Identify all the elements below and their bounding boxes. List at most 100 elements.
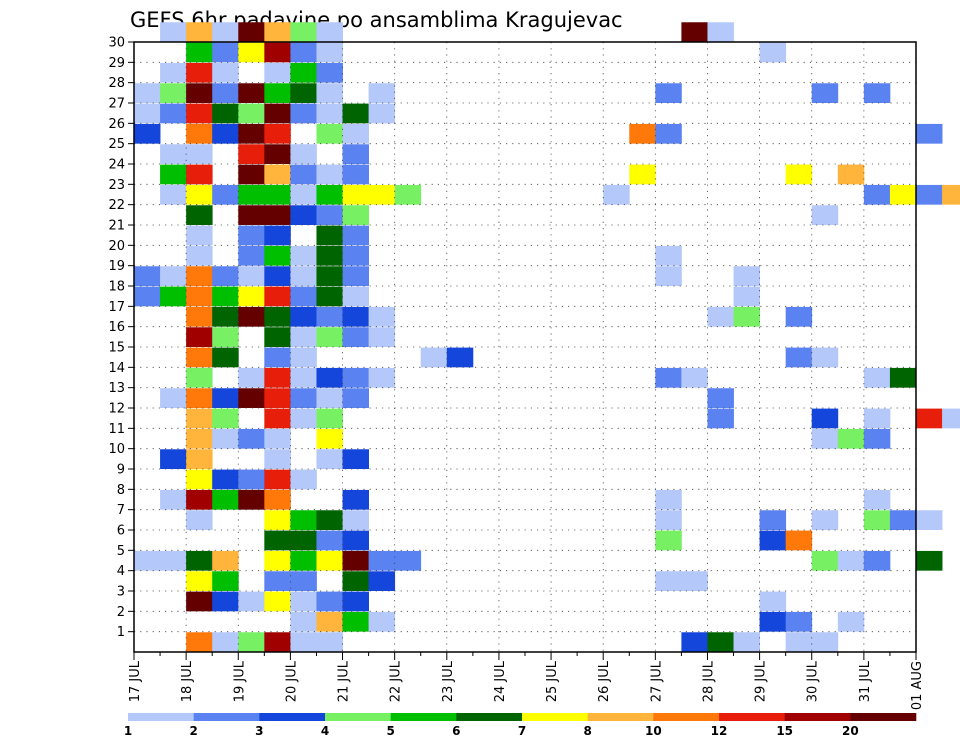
heatmap-cell — [160, 103, 187, 124]
heatmap-cell — [916, 184, 943, 205]
heatmap-cell — [681, 632, 708, 652]
heatmap-cell — [785, 632, 813, 652]
legend-swatch — [850, 713, 917, 721]
heatmap-cell — [264, 632, 291, 652]
y-tick-label: 30 — [108, 36, 125, 51]
heatmap-cell — [420, 347, 448, 368]
x-tick-label: 25 JUL — [545, 660, 560, 702]
heatmap-cell — [707, 388, 734, 408]
heatmap-cell — [342, 530, 369, 551]
legend-label: 5 — [386, 724, 394, 738]
heatmap-cell — [342, 510, 369, 530]
y-tick-label: 25 — [108, 137, 125, 152]
heatmap-cell — [811, 347, 839, 368]
heatmap-cell — [837, 550, 865, 571]
heatmap-cell — [212, 184, 239, 205]
heatmap-cell — [759, 591, 787, 612]
heatmap-cell — [863, 184, 891, 205]
x-tick-label: 17 JUL — [128, 660, 143, 702]
heatmap-cell — [186, 205, 213, 225]
heatmap-cell — [160, 164, 187, 185]
heatmap-cell — [446, 347, 474, 368]
heatmap-cell — [316, 428, 343, 449]
heatmap-cell — [655, 245, 682, 266]
heatmap-cell — [186, 164, 213, 185]
heatmap-cell — [290, 367, 317, 388]
heatmap-cell — [186, 489, 213, 510]
heatmap-cell — [290, 611, 317, 632]
heatmap-cell — [212, 83, 239, 103]
heatmap-cell — [264, 245, 291, 266]
heatmap-cell — [238, 286, 265, 307]
x-tick-label: 30 JUL — [806, 660, 821, 702]
heatmap-cell — [186, 286, 213, 307]
y-tick-label: 14 — [108, 361, 125, 376]
y-tick-label: 5 — [117, 544, 125, 559]
heatmap-cell — [733, 632, 760, 652]
y-tick-label: 18 — [108, 280, 125, 295]
heatmap-cell — [863, 428, 891, 449]
heatmap-cell — [342, 489, 369, 510]
heatmap-cell — [212, 103, 239, 124]
heatmap-cell — [316, 388, 343, 408]
heatmap-cell — [837, 611, 865, 632]
heatmap-cell — [290, 42, 317, 63]
legend-swatch — [128, 713, 194, 721]
heatmap-cell — [264, 327, 291, 347]
heatmap-cell — [863, 510, 891, 530]
heatmap-cell — [316, 205, 343, 225]
heatmap-cell — [342, 245, 369, 266]
x-tick-label: 19 JUL — [232, 660, 247, 702]
heatmap-cell — [290, 83, 317, 103]
heatmap-cell — [290, 550, 317, 571]
heatmap-cell — [264, 489, 291, 510]
heatmap-cell — [212, 42, 239, 63]
heatmap-cell — [942, 184, 960, 205]
heatmap-cell — [186, 428, 213, 449]
heatmap-cell — [186, 632, 213, 652]
heatmap-cell — [811, 83, 839, 103]
x-tick-label: 24 JUL — [493, 660, 508, 702]
legend-swatch — [325, 713, 391, 721]
heatmap-cell — [316, 123, 343, 144]
y-tick-label: 26 — [108, 117, 125, 132]
heatmap-cell — [186, 266, 213, 286]
heatmap-cell — [264, 225, 291, 246]
heatmap-cell — [186, 469, 213, 490]
heatmap-cell — [264, 83, 291, 103]
heatmap-cell — [316, 449, 343, 469]
heatmap-cell — [316, 184, 343, 205]
heatmap-cell — [290, 632, 317, 652]
heatmap-cell — [316, 266, 343, 286]
heatmap-cell — [290, 286, 317, 307]
heatmap-cell — [316, 367, 343, 388]
heatmap-cell — [186, 327, 213, 347]
heatmap-cell — [785, 611, 813, 632]
heatmap-cell — [212, 347, 239, 368]
heatmap-cell — [238, 123, 265, 144]
heatmap-cell — [264, 205, 291, 225]
legend-swatch — [719, 713, 785, 721]
y-tick-label: 4 — [117, 564, 125, 579]
heatmap-cell — [186, 367, 213, 388]
heatmap-cell — [264, 103, 291, 124]
heatmap-cell — [238, 164, 265, 185]
heatmap-cell — [238, 245, 265, 266]
heatmap-cell — [655, 489, 682, 510]
heatmap-cell — [186, 225, 213, 246]
heatmap-cell — [186, 388, 213, 408]
heatmap-cell — [785, 530, 813, 551]
heatmap-cell — [733, 266, 760, 286]
heatmap-cell — [238, 83, 265, 103]
heatmap-cell — [655, 510, 682, 530]
y-tick-label: 19 — [108, 259, 125, 274]
heatmap-cell — [186, 83, 213, 103]
heatmap-cell — [186, 510, 213, 530]
heatmap-cell — [290, 571, 317, 591]
heatmap-cell — [212, 286, 239, 307]
heatmap-cell — [316, 408, 343, 429]
heatmap-cell — [212, 327, 239, 347]
heatmap-cell — [316, 550, 343, 571]
x-tick-label: 18 JUL — [180, 660, 195, 702]
